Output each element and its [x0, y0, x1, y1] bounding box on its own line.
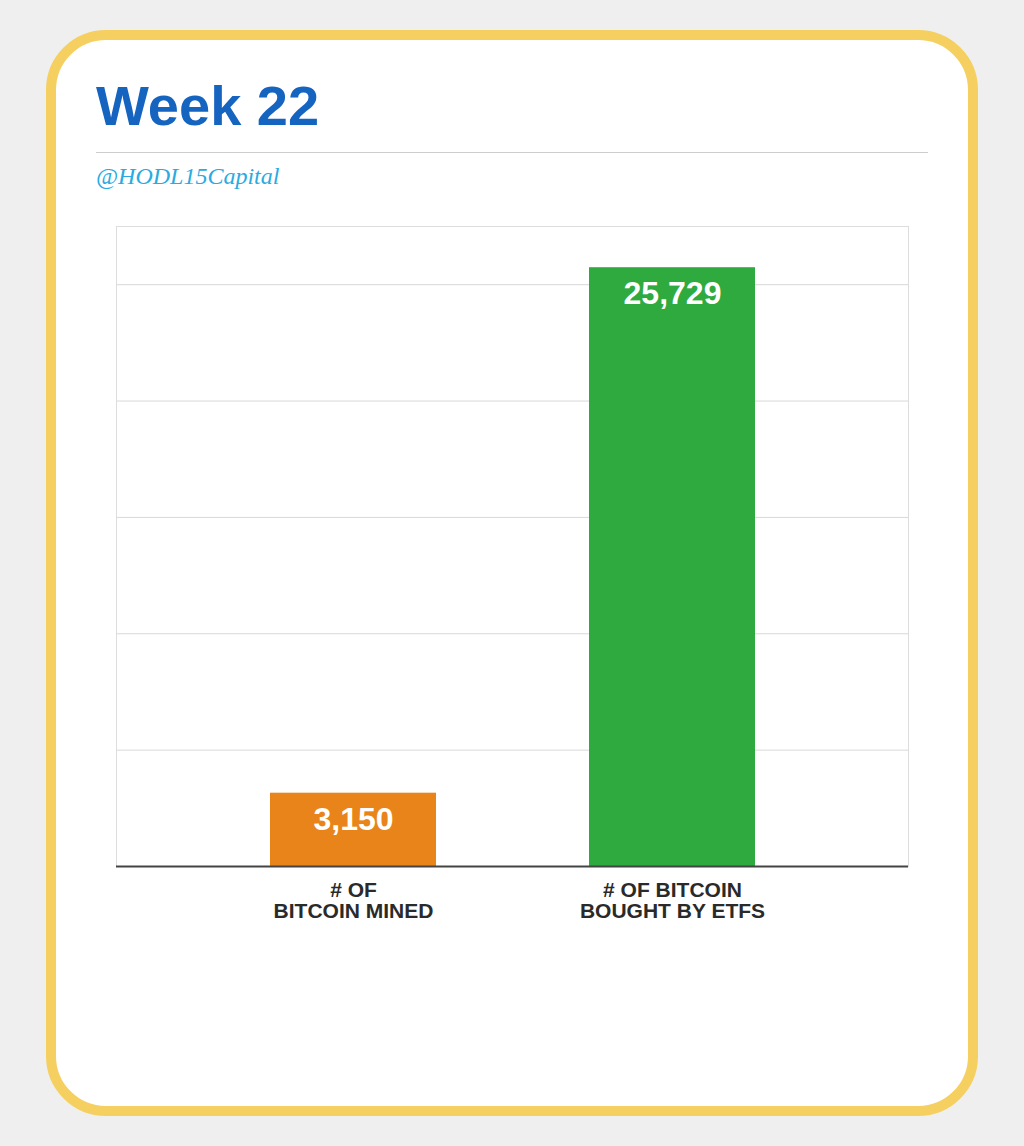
svg-text:# OFBITCOIN MINED: # OFBITCOIN MINED — [274, 879, 434, 923]
svg-text:3,150: 3,150 — [313, 801, 393, 837]
html-text:Week 22: Week 22 — [96, 74, 320, 137]
svg-text:25,729: 25,729 — [624, 276, 722, 312]
svg-text:# OF BITCOINBOUGHT BY ETFS: # OF BITCOINBOUGHT BY ETFS — [580, 879, 765, 923]
html-text:@HODL15Capital: @HODL15Capital — [96, 163, 280, 190]
